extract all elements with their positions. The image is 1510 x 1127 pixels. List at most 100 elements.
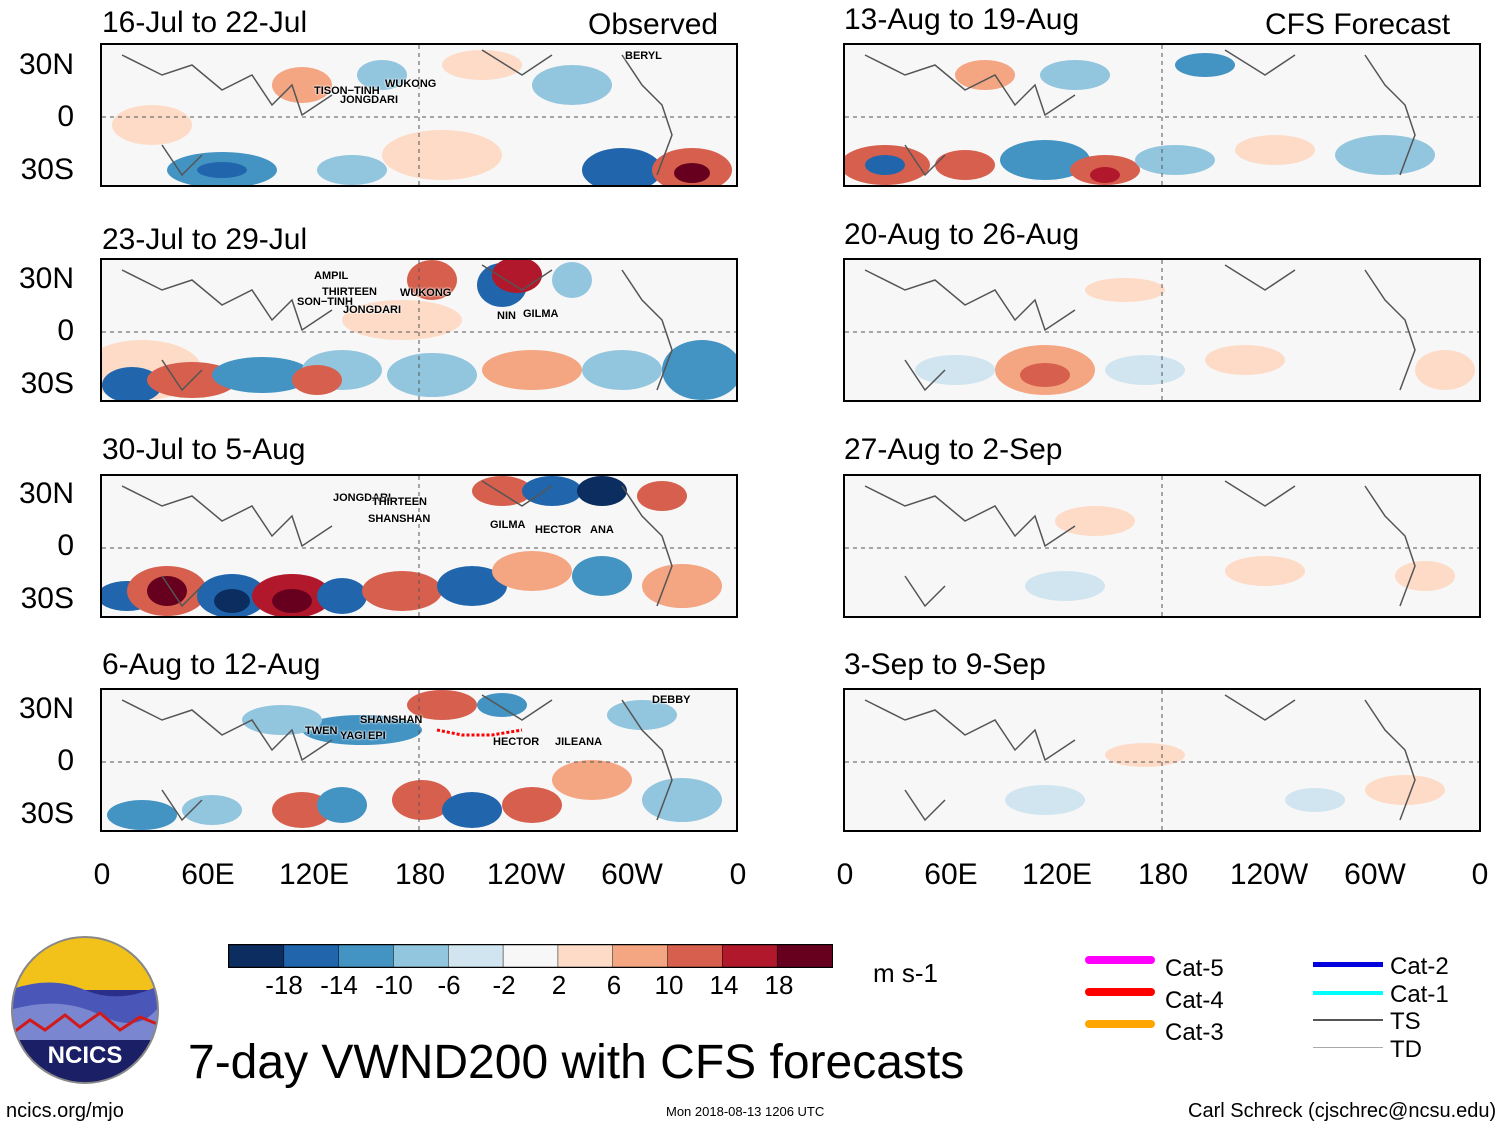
- forecast-map-2: [843, 258, 1481, 402]
- legend-swatch-cat2: [1313, 962, 1383, 967]
- lat-label: 30S: [20, 367, 74, 400]
- colorbar-tick: 18: [764, 970, 794, 1000]
- colorbar-block: [393, 945, 450, 967]
- colorbar-block: [776, 945, 832, 967]
- storm-label: SHANSHAN: [360, 714, 423, 726]
- lat-label: 30N: [18, 48, 74, 81]
- legend-label: Cat-3: [1165, 1019, 1224, 1046]
- storm-label: ANA: [590, 524, 614, 536]
- colorbar-tick: 2: [551, 970, 567, 1000]
- observed-map-1: [100, 43, 738, 187]
- storm-label: TISON−TINH: [314, 85, 380, 97]
- footer-timestamp: Mon 2018-08-13 1206 UTC: [666, 1104, 825, 1119]
- storm-label: DEBBY: [652, 694, 691, 706]
- lon-label: 180: [394, 858, 446, 891]
- lat-label: 30N: [18, 262, 74, 295]
- colorbar-block: [448, 945, 504, 967]
- colorbar-block: [667, 945, 724, 967]
- forecast-map-1: [843, 43, 1481, 187]
- legend-label: Cat-5: [1165, 955, 1224, 982]
- legend-swatch-ts: [1313, 1019, 1383, 1021]
- colorbar-block: [502, 945, 559, 967]
- colorbar-tick: -18: [265, 970, 303, 1000]
- legend-label: TD: [1390, 1036, 1422, 1063]
- lat-label: 30N: [18, 692, 74, 725]
- storm-label: JONGDARI: [340, 94, 399, 106]
- lon-label: 120W: [486, 858, 566, 891]
- colorbar-block: [229, 945, 285, 967]
- logo-text: NCICS: [48, 1042, 123, 1069]
- legend-swatch-td: [1313, 1047, 1383, 1048]
- lat-label: 0: [57, 529, 74, 562]
- storm-label: TWEN: [305, 725, 338, 737]
- lat-label: 0: [57, 744, 74, 777]
- observed-map-2: [100, 258, 738, 402]
- footer-url[interactable]: ncics.org/mjo: [6, 1100, 124, 1122]
- colorbar-block: [338, 945, 395, 967]
- storm-label: HECTOR: [535, 524, 582, 536]
- lat-label: 30S: [20, 797, 74, 830]
- storm-label: WUKONG: [400, 287, 452, 299]
- lon-label: 180: [1137, 858, 1189, 891]
- forecast-panel-title: 27-Aug to 2-Sep: [844, 433, 1063, 466]
- lon-label: 60W: [601, 858, 663, 891]
- storm-label: JILEANA: [555, 736, 603, 748]
- storm-label: THIRTEEN: [372, 496, 427, 508]
- lat-label: 30N: [18, 477, 74, 510]
- lon-label: 60E: [181, 858, 235, 891]
- colorbar-tick: 14: [709, 970, 739, 1000]
- storm-label: EPI: [368, 730, 386, 742]
- observed-map-3: [100, 474, 738, 618]
- legend-label: Cat-1: [1390, 981, 1449, 1008]
- lat-label: 0: [57, 100, 74, 133]
- legend-swatch-cat4: [1085, 988, 1155, 996]
- storm-label: SON−TINH: [297, 296, 353, 308]
- observed-map-4: [100, 688, 738, 832]
- legend-swatch-cat1: [1313, 991, 1383, 995]
- lon-label: 0: [1471, 858, 1489, 891]
- lon-label: 120W: [1229, 858, 1309, 891]
- colorbar-tick: 6: [606, 970, 622, 1000]
- forecast-panel-title: 20-Aug to 26-Aug: [844, 218, 1080, 251]
- forecast-panel-title: 13-Aug to 19-Aug: [844, 3, 1080, 36]
- forecast-map-3: [843, 474, 1481, 618]
- colorbar-block: [612, 945, 669, 967]
- colorbar: [228, 944, 833, 968]
- colorbar-tick: -6: [437, 970, 461, 1000]
- storm-label: JONGDARI: [343, 304, 402, 316]
- lat-label: 30S: [20, 582, 74, 615]
- observed-panel-title: 16-Jul to 22-Jul: [102, 6, 308, 39]
- observed-panel-title: 23-Jul to 29-Jul: [102, 223, 308, 256]
- lon-label: 0: [836, 858, 854, 891]
- storm-label: AMPIL: [314, 270, 349, 282]
- legend-label: Cat-4: [1165, 987, 1224, 1014]
- storm-label: SHANSHAN: [368, 513, 431, 525]
- forecast-label: CFS Forecast: [1265, 8, 1451, 41]
- storm-label: THIRTEEN: [322, 286, 377, 298]
- lat-label: 30S: [20, 153, 74, 186]
- storm-label: HECTOR: [493, 736, 540, 748]
- colorbar-tick: 10: [654, 970, 684, 1000]
- observed-label: Observed: [588, 8, 719, 41]
- lon-label: 60E: [924, 858, 978, 891]
- legend-swatch-cat5: [1085, 956, 1155, 964]
- colorbar-tick: -10: [375, 970, 413, 1000]
- storm-label: NIN: [497, 310, 516, 322]
- colorbar-tick: -2: [492, 970, 516, 1000]
- lon-label: 0: [93, 858, 111, 891]
- observed-panel-title: 30-Jul to 5-Aug: [102, 433, 306, 466]
- lon-label: 120E: [278, 858, 350, 891]
- storm-label: GILMA: [490, 519, 526, 531]
- storm-label: BERYL: [625, 50, 662, 62]
- colorbar-tick: -14: [320, 970, 358, 1000]
- storm-label: YAGI: [340, 730, 366, 742]
- forecast-panel-title: 3-Sep to 9-Sep: [844, 648, 1046, 681]
- main-title: 7-day VWND200 with CFS forecasts: [188, 1036, 965, 1089]
- lon-label: 60W: [1344, 858, 1406, 891]
- ncics-logo: NCICS: [10, 935, 160, 1085]
- lat-label: 0: [57, 314, 74, 347]
- footer-author: Carl Schreck (cjschrec@ncsu.edu): [1188, 1100, 1497, 1122]
- colorbar-block: [557, 945, 614, 967]
- storm-label: JONGDARI: [333, 492, 392, 504]
- colorbar-block: [722, 945, 778, 967]
